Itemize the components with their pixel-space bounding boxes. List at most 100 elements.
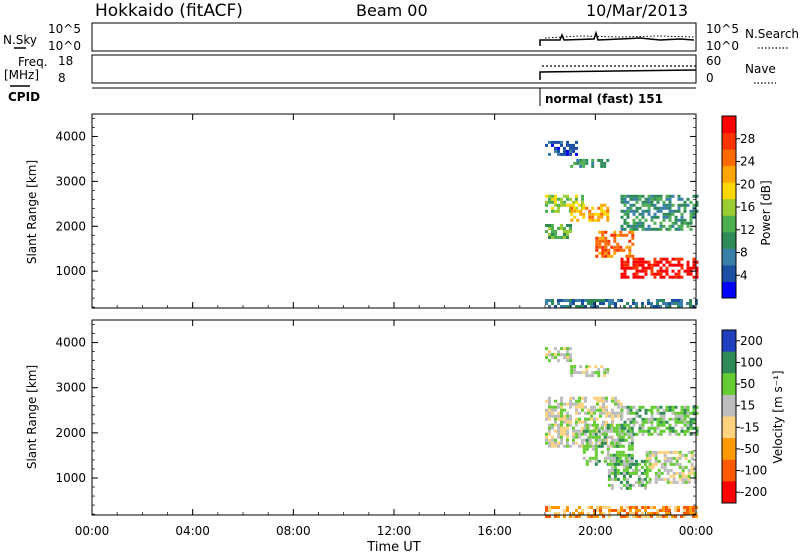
velocity-cell <box>609 441 613 445</box>
velocity-cell <box>608 435 611 439</box>
velocity-cell <box>692 512 695 515</box>
velocity-cell <box>665 426 669 430</box>
power-cell <box>635 272 639 276</box>
power-cell <box>665 266 669 270</box>
velocity-cell <box>626 512 629 515</box>
power-cell <box>668 194 672 198</box>
power-cell <box>566 305 569 308</box>
velocity-cell <box>650 432 654 436</box>
power-cell <box>584 305 587 308</box>
velocity-cell <box>678 474 682 478</box>
velocity-cell <box>557 359 560 363</box>
velocity-cell <box>588 456 592 460</box>
velocity-cell <box>591 432 595 436</box>
velocity-cell <box>654 471 658 475</box>
power-cell <box>677 197 681 201</box>
power-cell <box>686 263 690 267</box>
velocity-cell <box>645 465 649 469</box>
power-cell <box>613 251 617 255</box>
power-cell <box>578 203 581 207</box>
power-cell <box>610 233 614 237</box>
velocity-cell <box>647 432 651 436</box>
velocity-colorbar-tick-label: 100 <box>740 355 763 369</box>
power-cell <box>629 266 633 270</box>
power-cell <box>598 245 602 249</box>
velocity-cell <box>622 465 626 469</box>
power-cell <box>635 302 638 305</box>
date-title: 10/Mar/2013 <box>586 1 688 20</box>
velocity-cell <box>657 459 661 463</box>
velocity-cell <box>602 515 605 518</box>
velocity-cell <box>624 456 628 460</box>
velocity-cell <box>594 456 598 460</box>
velocity-cell <box>599 396 602 400</box>
velocity-cell <box>668 429 672 433</box>
velocity-cell <box>605 423 608 427</box>
velocity-cell <box>551 441 554 445</box>
velocity-cell <box>588 441 592 445</box>
power-cell <box>644 218 648 222</box>
velocity-cell <box>609 435 613 439</box>
velocity-cell <box>573 365 577 369</box>
power-cell <box>647 209 651 213</box>
power-cell <box>623 305 626 308</box>
velocity-cell <box>617 405 620 409</box>
power-cell <box>668 305 671 308</box>
velocity-cell <box>628 459 632 463</box>
power-cell <box>653 212 657 216</box>
velocity-cell <box>659 423 663 427</box>
power-cell <box>554 197 557 201</box>
power-cell <box>554 230 557 233</box>
velocity-cell <box>545 515 548 518</box>
velocity-cell <box>690 453 694 457</box>
velocity-cell <box>582 444 586 448</box>
velocity-cell <box>663 465 667 469</box>
power-cell <box>677 305 680 308</box>
power-cell <box>581 299 584 302</box>
velocity-cell <box>637 477 641 481</box>
velocity-cell <box>585 444 589 448</box>
velocity-cell <box>647 515 650 518</box>
power-cell <box>575 305 578 308</box>
power-cell <box>557 152 560 156</box>
velocity-cell <box>662 515 665 518</box>
velocity-cell <box>557 405 560 409</box>
power-cell <box>560 200 563 204</box>
velocity-cell <box>606 456 610 460</box>
velocity-cell <box>653 506 656 509</box>
velocity-cell <box>551 405 554 409</box>
velocity-cell <box>588 432 592 436</box>
power-cell <box>604 236 608 240</box>
power-cell <box>620 263 624 267</box>
power-cell <box>650 218 654 222</box>
power-cell <box>613 245 617 249</box>
power-cell <box>626 212 630 216</box>
power-cell <box>591 218 595 222</box>
velocity-cell <box>620 405 624 409</box>
power-cell <box>563 146 566 150</box>
velocity-cell <box>569 515 572 518</box>
power-cell <box>554 140 557 144</box>
power-cell <box>620 194 624 198</box>
velocity-cell <box>566 350 569 354</box>
velocity-cell <box>602 420 605 424</box>
velocity-cell <box>671 426 675 430</box>
power-cell <box>653 206 657 210</box>
velocity-cell <box>605 399 608 403</box>
power-cell <box>680 305 683 308</box>
velocity-cell <box>695 515 698 518</box>
velocity-cell <box>650 420 654 424</box>
velocity-cell <box>599 506 602 509</box>
velocity-cell <box>624 453 628 457</box>
power-cell <box>653 197 657 201</box>
velocity-cell <box>566 444 569 448</box>
power-cell <box>680 215 684 219</box>
velocity-cell <box>545 411 548 415</box>
velocity-cell <box>581 408 584 412</box>
power-cell <box>686 272 690 276</box>
velocity-cell <box>674 432 678 436</box>
velocity-cell <box>648 450 652 454</box>
power-cell <box>594 218 598 222</box>
velocity-cell <box>620 429 624 433</box>
velocity-cell <box>557 444 560 448</box>
